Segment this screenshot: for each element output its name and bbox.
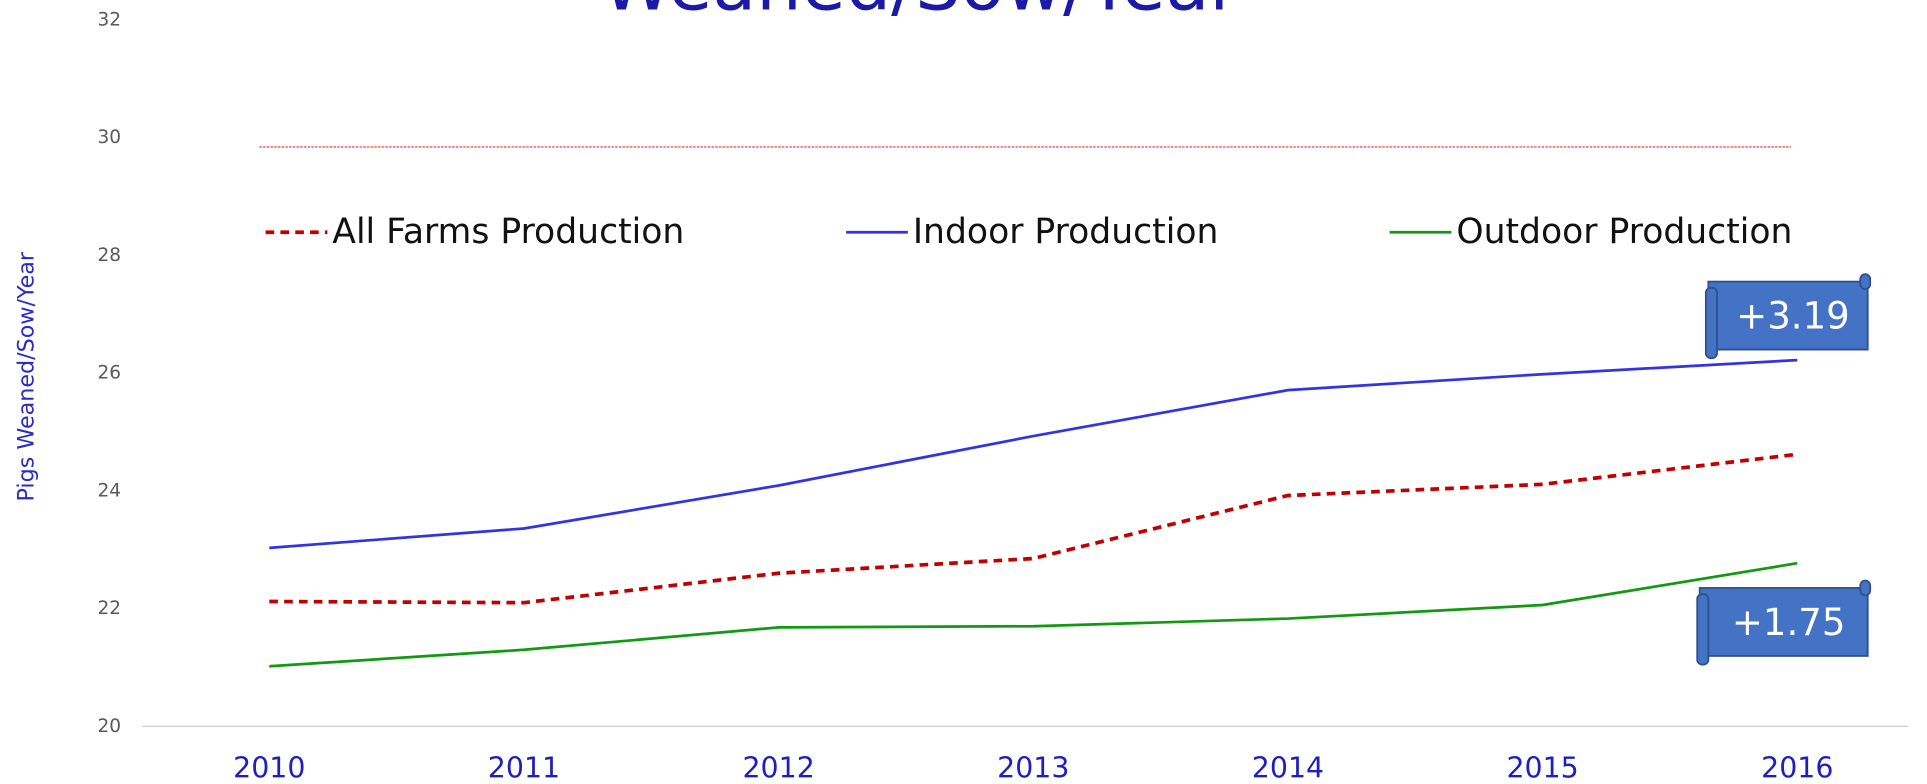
x-tick-label: 2011: [488, 752, 560, 784]
legend-label: Indoor Production: [913, 212, 1219, 252]
annotation-curl: [1859, 579, 1872, 597]
series-line: [269, 452, 1798, 605]
annotation-curl: [1696, 593, 1710, 666]
y-tick-label: 30: [98, 127, 122, 148]
x-tick-label: 2013: [997, 752, 1069, 784]
legend-label: All Farms Production: [332, 212, 684, 252]
x-tick-label: 2010: [233, 752, 305, 784]
y-tick-label: 26: [98, 363, 122, 384]
annotation-box: [1698, 587, 1869, 657]
annotation-box: [1707, 280, 1869, 351]
y-axis-label: Pigs Weaned/Sow/Year: [14, 251, 40, 501]
series-line: [269, 561, 1798, 668]
annotation-curl: [1704, 286, 1718, 360]
x-tick-label: 2012: [742, 752, 814, 784]
annotation-curl: [1859, 273, 1872, 290]
y-tick-label: 24: [98, 480, 122, 501]
x-tick-label: 2015: [1506, 752, 1578, 784]
y-tick-label: 28: [98, 245, 122, 266]
legend-label: Outdoor Production: [1456, 212, 1792, 252]
annotation-text: +3.19: [1736, 295, 1850, 338]
y-tick-label: 32: [98, 9, 122, 30]
annotation-text: +1.75: [1732, 601, 1846, 644]
chart-title: Weaned/Sow/Year: [602, 0, 1240, 27]
x-tick-label: 2014: [1252, 752, 1324, 784]
y-tick-label: 20: [98, 716, 122, 737]
series-line: [269, 358, 1798, 550]
y-tick-label: 22: [98, 598, 122, 619]
x-tick-label: 2016: [1761, 752, 1833, 784]
